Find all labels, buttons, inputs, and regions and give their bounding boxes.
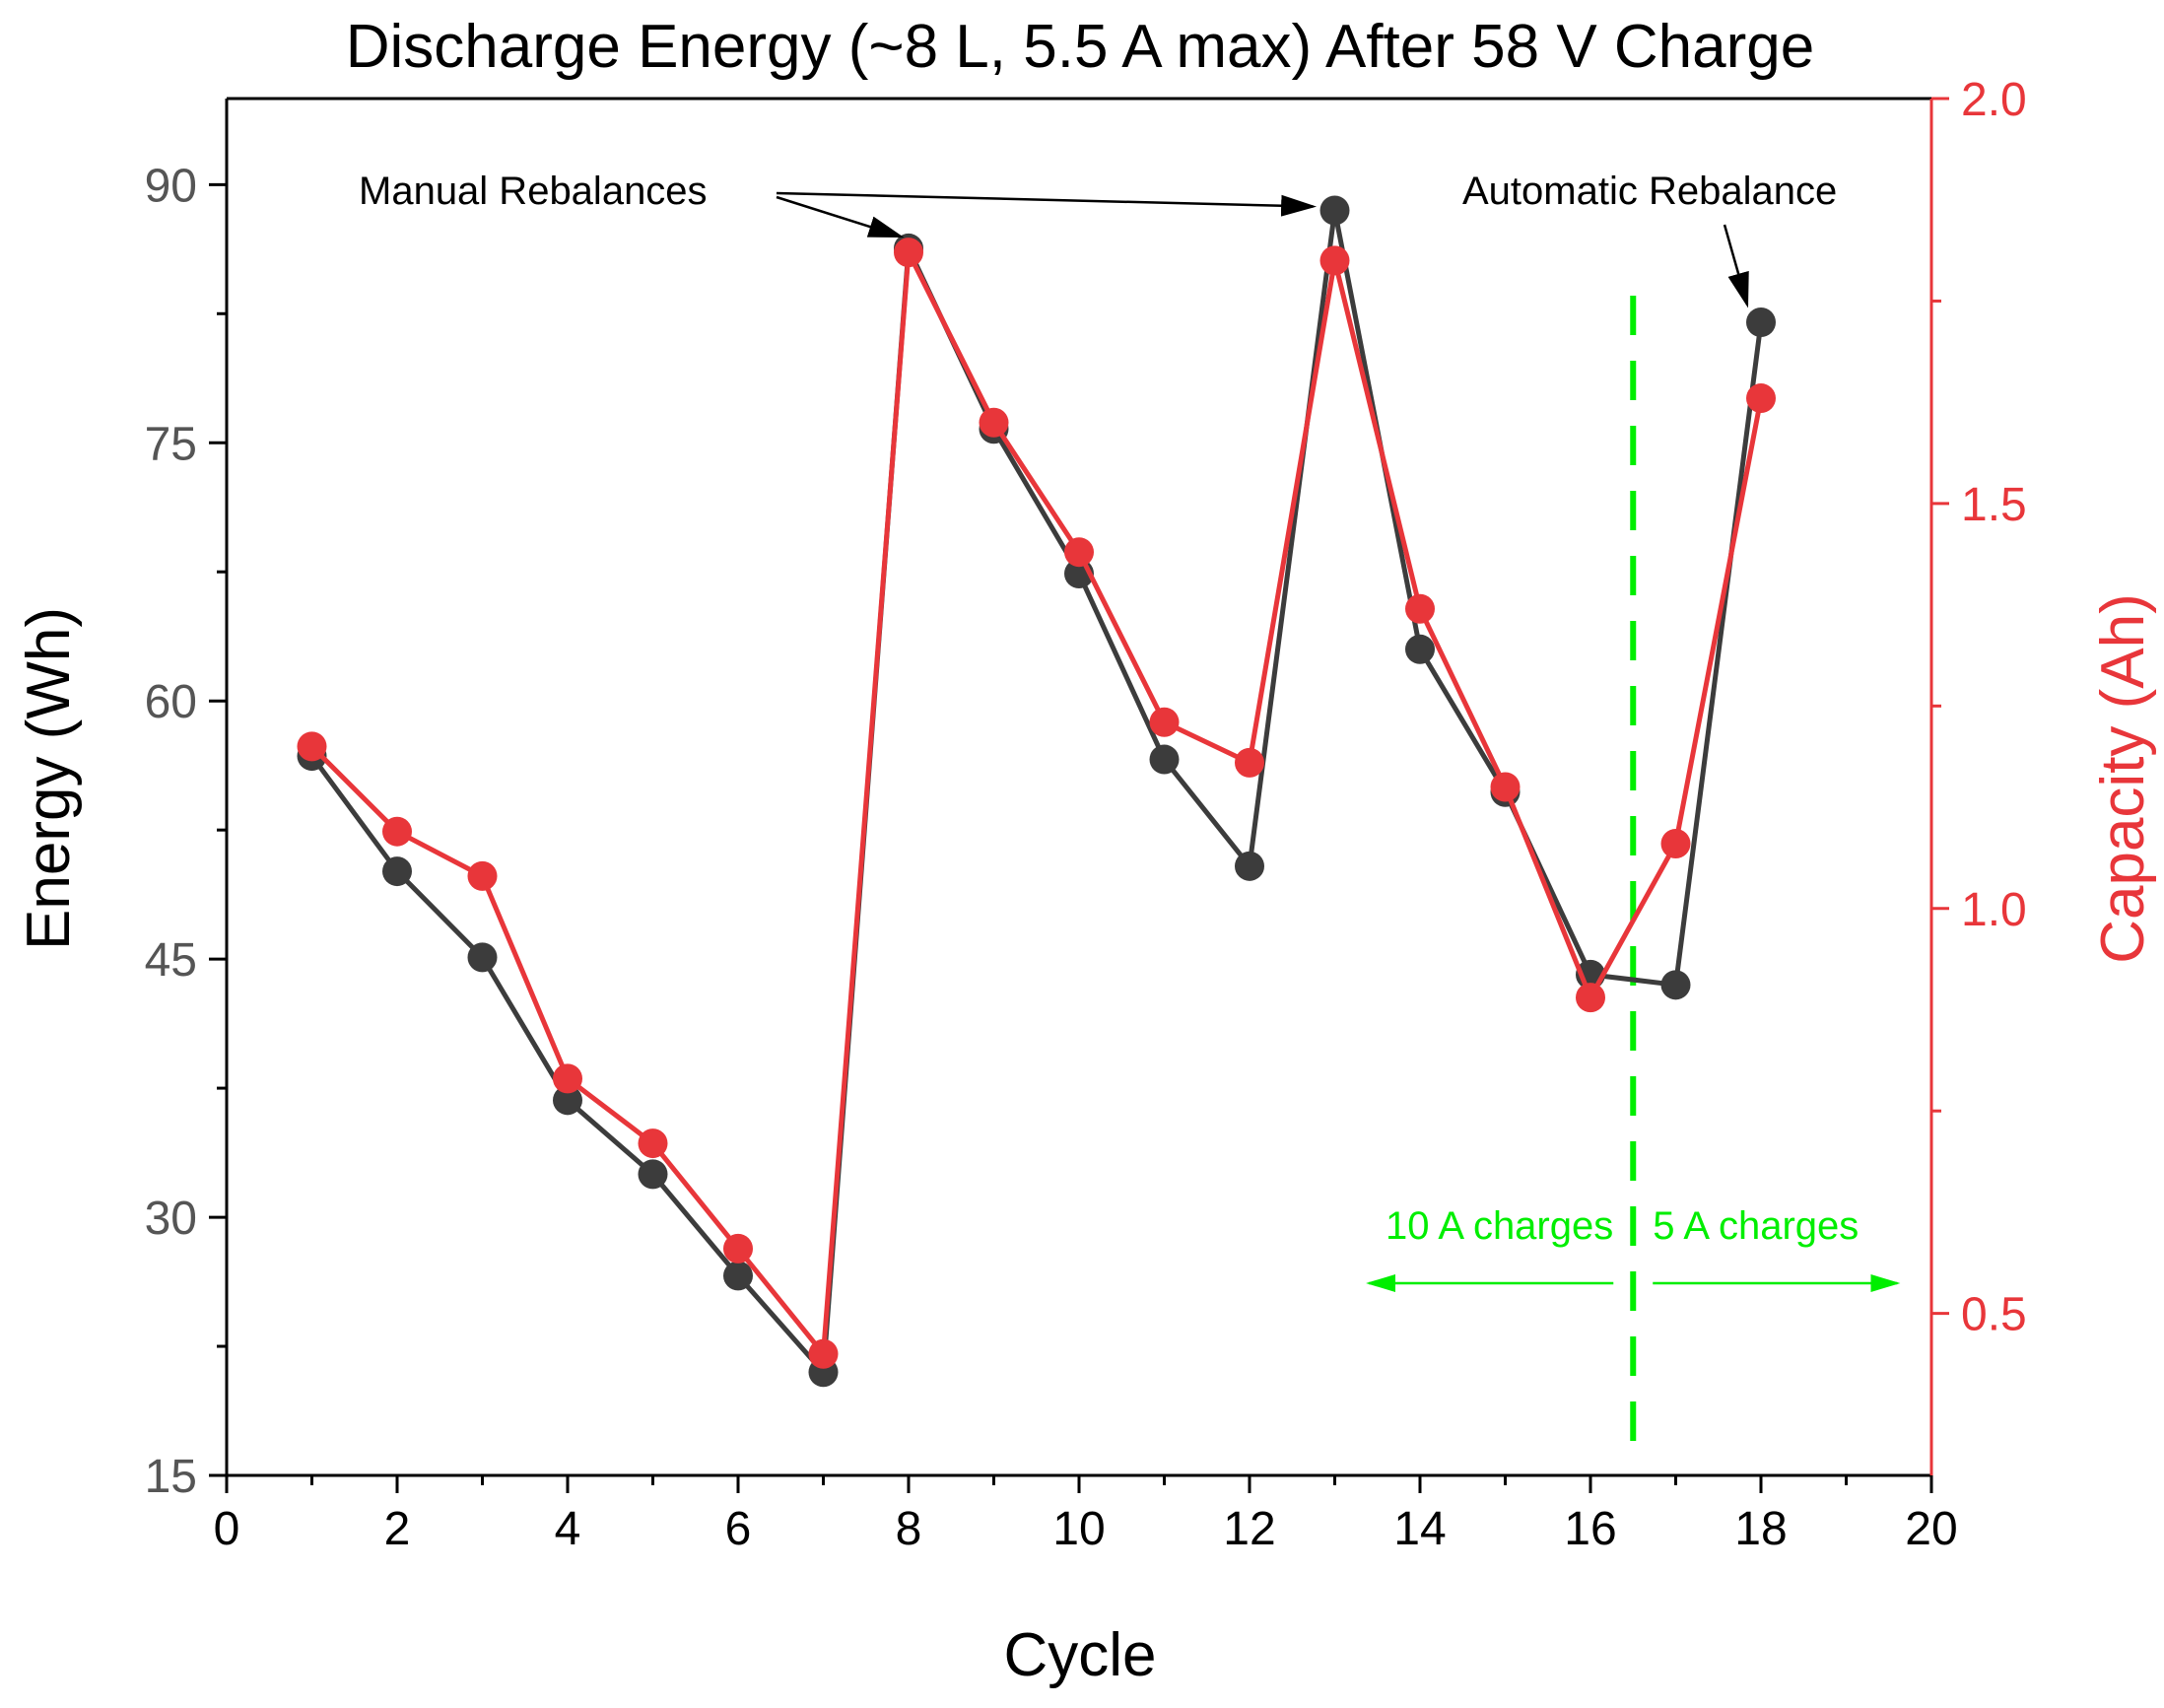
divider-layer: 10 A charges 5 A charges [1366, 296, 1901, 1449]
x-tick-label: 16 [1564, 1503, 1616, 1555]
data-point-energy [382, 856, 412, 887]
x-tick-label: 12 [1223, 1503, 1275, 1555]
y-tick-label: 75 [145, 418, 197, 470]
data-point-capacity [1746, 383, 1776, 414]
x-tick-label: 18 [1734, 1503, 1787, 1555]
data-point-energy [553, 1085, 582, 1116]
data-point-capacity [467, 860, 498, 891]
data-point-energy [1746, 307, 1776, 338]
x-axis-label: Cycle [1003, 1621, 1156, 1689]
axes: 0 2 4 6 8 10 12 14 16 18 20 15 30 45 60 75 90 0.5 1.0 1.5 2.… [145, 74, 2027, 1555]
annotation-layer: Manual Rebalances Automatic Rebalance [359, 170, 1837, 308]
data-point-capacity [382, 816, 412, 847]
y2-tick-label: 0.5 [1961, 1289, 2027, 1341]
y-tick-label: 45 [145, 934, 197, 987]
automatic-rebalance-arrow [1723, 224, 1749, 308]
series-line-capacity [309, 249, 1764, 1357]
automatic-rebalance-label: Automatic Rebalance [1462, 170, 1837, 213]
data-point-capacity [1319, 245, 1350, 276]
series-layer [297, 195, 1776, 1388]
manual-rebalances-label: Manual Rebalances [359, 170, 708, 213]
x-tick-label: 20 [1905, 1503, 1957, 1555]
x-tick-label: 4 [555, 1503, 581, 1555]
y-tick-label: 90 [145, 160, 197, 212]
data-point-energy [1235, 851, 1264, 881]
y2-tick-label: 1.5 [1961, 479, 2027, 531]
data-point-capacity [723, 1233, 753, 1264]
data-point-energy [638, 1159, 668, 1190]
data-point-capacity [1490, 772, 1521, 802]
y-tick-label: 60 [145, 676, 197, 728]
x-tick-label: 0 [214, 1503, 240, 1555]
data-point-energy [1660, 970, 1691, 1000]
y2-axis-label: Capacity (Ah) [2089, 593, 2157, 964]
data-point-capacity [1660, 829, 1691, 859]
y-tick-label: 30 [145, 1193, 197, 1245]
series-line-energy [309, 208, 1764, 1375]
data-point-capacity [1149, 707, 1180, 737]
y-tick-label: 15 [145, 1451, 197, 1503]
manual-rebalance-arrow-1 [776, 195, 905, 239]
manual-rebalance-arrow-2 [776, 191, 1318, 217]
data-point-capacity [894, 238, 923, 268]
data-point-capacity [979, 407, 1009, 438]
data-point-capacity [297, 731, 327, 762]
left-region-label: 10 A charges [1386, 1204, 1613, 1248]
data-point-capacity [638, 1128, 668, 1159]
data-point-capacity [1235, 747, 1264, 778]
data-point-capacity [1064, 537, 1094, 568]
data-point-energy [1319, 195, 1350, 226]
data-point-capacity [808, 1338, 839, 1369]
data-point-energy [1405, 634, 1435, 664]
x-tick-label: 14 [1393, 1503, 1446, 1555]
data-point-capacity [553, 1063, 582, 1094]
data-point-capacity [1576, 983, 1605, 1013]
y-axis-label: Energy (Wh) [15, 607, 83, 950]
right-region-label: 5 A charges [1653, 1204, 1859, 1248]
data-point-energy [723, 1261, 753, 1291]
chart-title: Discharge Energy (~8 L, 5.5 A max) After… [346, 13, 1815, 81]
data-point-energy [1149, 744, 1180, 775]
data-point-capacity [1405, 593, 1435, 624]
y2-tick-label: 2.0 [1961, 74, 2027, 126]
x-tick-label: 10 [1052, 1503, 1105, 1555]
data-point-energy [467, 942, 498, 973]
x-tick-label: 6 [725, 1503, 752, 1555]
y2-tick-label: 1.0 [1961, 884, 2027, 936]
x-tick-label: 8 [896, 1503, 922, 1555]
x-tick-label: 2 [384, 1503, 411, 1555]
